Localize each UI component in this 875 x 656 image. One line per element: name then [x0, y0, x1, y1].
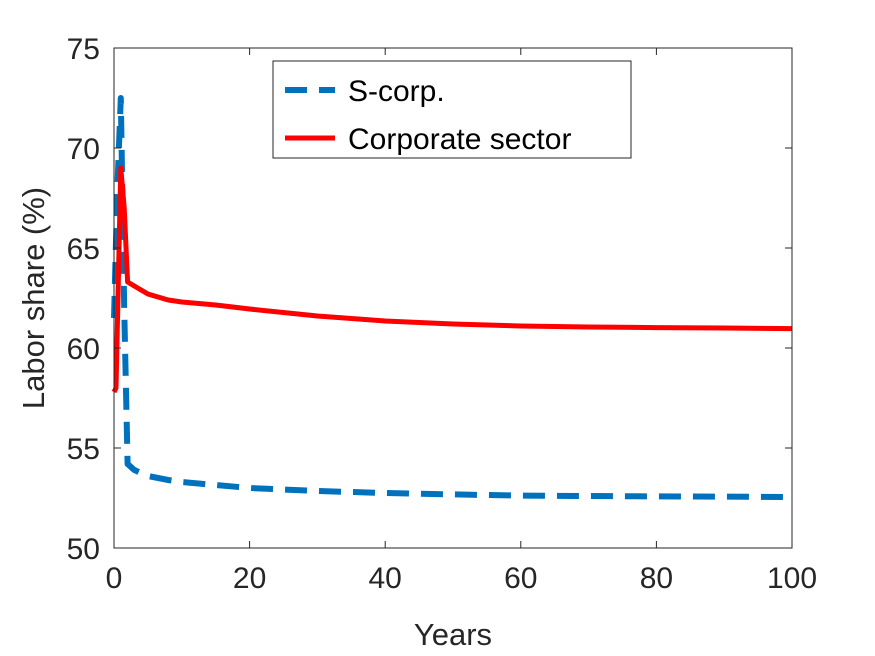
- y-tick-label: 50: [67, 533, 100, 566]
- y-tick-label: 70: [67, 133, 100, 166]
- y-tick-label: 55: [67, 433, 100, 466]
- x-tick-label: 20: [233, 562, 266, 595]
- legend-label-corporate-sector: Corporate sector: [348, 123, 571, 156]
- y-tick-label: 60: [67, 333, 100, 366]
- axes-box: [113, 47, 793, 549]
- x-tick-label: 0: [106, 562, 123, 595]
- x-axis-label: Years: [414, 617, 492, 652]
- axes-layer: 0 20 40 60 80 100 50 55 60 65 70 75: [67, 33, 817, 595]
- x-tick-label: 100: [767, 562, 817, 595]
- x-tick-label: 60: [504, 562, 537, 595]
- legend-box: [272, 60, 632, 159]
- y-axis-label: Labor share (%): [16, 187, 51, 409]
- series-line-corporate-sector: [111, 165, 793, 394]
- x-tick-label: 40: [369, 562, 402, 595]
- x-tick-label: 80: [640, 562, 673, 595]
- y-tick-label: 65: [67, 233, 100, 266]
- legend-label-s-corp: S-corp.: [348, 75, 445, 108]
- y-tick-label: 75: [67, 33, 100, 66]
- legend: S-corp. Corporate sector: [272, 60, 632, 159]
- series-layer: [111, 95, 793, 500]
